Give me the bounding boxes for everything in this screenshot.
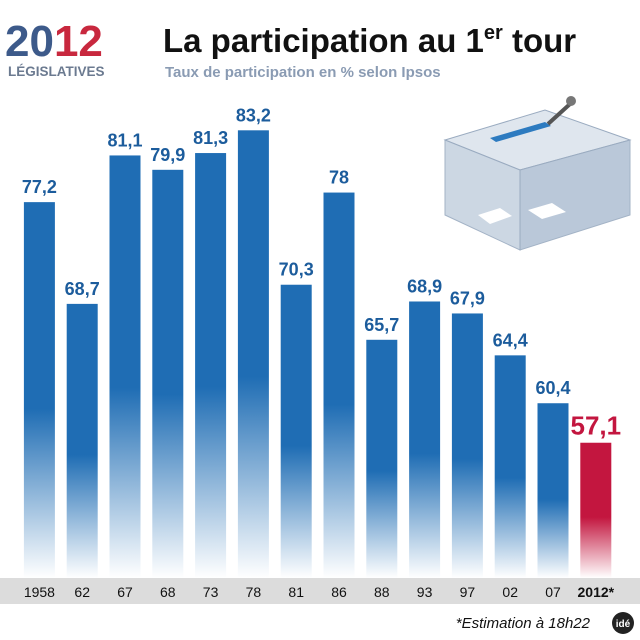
bar xyxy=(152,169,184,578)
x-tick-label: 2012* xyxy=(578,584,615,600)
value-label: 81,3 xyxy=(193,128,228,148)
bar xyxy=(580,442,612,578)
chart-title: La participation au 1er tour xyxy=(163,22,576,59)
value-label: 57,1 xyxy=(570,411,621,441)
value-label: 68,7 xyxy=(65,279,100,299)
x-tick-label: 93 xyxy=(417,584,433,600)
bar xyxy=(195,153,227,578)
value-label: 77,2 xyxy=(22,177,57,197)
bar xyxy=(280,284,312,578)
value-label: 78 xyxy=(329,168,349,188)
value-label: 83,2 xyxy=(236,105,271,125)
x-tick-label: 88 xyxy=(374,584,390,600)
bar xyxy=(237,130,269,578)
bar xyxy=(23,202,55,579)
x-tick-label: 67 xyxy=(117,584,133,600)
bar xyxy=(409,301,441,578)
bar xyxy=(451,313,483,578)
bar xyxy=(366,339,398,578)
x-tick-label: 62 xyxy=(74,584,90,600)
x-tick-label: 97 xyxy=(460,584,476,600)
bar xyxy=(537,403,569,578)
logo-label: LÉGISLATIVES xyxy=(8,64,105,79)
value-label: 64,4 xyxy=(493,330,528,350)
x-tick-label: 07 xyxy=(545,584,561,600)
axis-band xyxy=(0,578,640,604)
bar xyxy=(323,192,355,578)
value-label: 70,3 xyxy=(279,260,314,280)
x-tick-label: 81 xyxy=(288,584,304,600)
chart-subtitle: Taux de participation en % selon Ipsos xyxy=(165,64,441,81)
source-badge xyxy=(612,612,634,634)
value-label: 67,9 xyxy=(450,288,485,308)
title-part: La participation au 1 xyxy=(163,22,484,59)
logo-year: 2012 xyxy=(5,17,103,66)
source-logo: idé xyxy=(616,619,631,630)
x-tick-label: 1958 xyxy=(24,584,55,600)
value-label: 65,7 xyxy=(364,315,399,335)
bar xyxy=(109,155,141,579)
title-part: tour xyxy=(503,22,576,59)
footnote: *Estimation à 18h22 xyxy=(456,615,591,632)
x-tick-label: 68 xyxy=(160,584,176,600)
title-superscript: er xyxy=(484,22,503,44)
value-label: 81,1 xyxy=(107,130,142,150)
x-tick-label: 86 xyxy=(331,584,347,600)
value-label: 60,4 xyxy=(535,378,570,398)
ballot-box xyxy=(443,96,632,251)
bar xyxy=(494,355,526,578)
x-tick-label: 73 xyxy=(203,584,219,600)
value-label: 68,9 xyxy=(407,276,442,296)
x-tick-label: 78 xyxy=(246,584,262,600)
bar xyxy=(66,303,98,578)
x-tick-label: 02 xyxy=(502,584,518,600)
value-label: 79,9 xyxy=(150,145,185,165)
